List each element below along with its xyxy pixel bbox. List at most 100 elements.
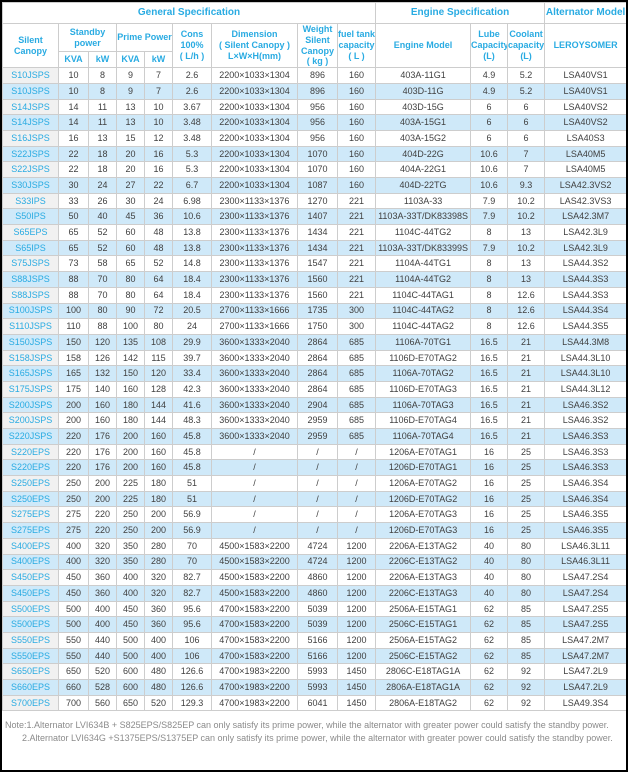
coolant-capacity-cell: 21 [507,428,546,445]
leroysomer-cell: LSA49.3S4 [544,694,626,712]
engine-model-cell: 1206D-E70TAG1 [375,459,472,477]
leroysomer-cell: LSA40M5 [544,145,626,163]
prime-kva-cell: 80 [116,271,145,288]
spec-row: S550EPS 550 440 500 400 106 4700×1583×2200 5166… [2,647,626,665]
model-cell: S30JSPS [2,177,59,194]
engine-model-cell: 2206C-E13TAG2 [375,553,472,571]
lube-capacity-cell: 6 [470,129,509,147]
model-cell: S75JSPS [2,255,59,273]
dimension-cell: 2700×1133×1666 [211,302,298,320]
prime-kw-cell: 16 [144,161,173,178]
fuel-tank-cell: 160 [336,67,377,84]
fuel-tank-cell: 160 [336,114,377,131]
spec-row: S88JSPS 88 70 80 64 18.4 2300×1133×1376 1560 221… [2,271,626,288]
coolant-capacity-cell: 13 [507,224,546,241]
prime-kva-cell: 13 [116,114,145,131]
dimension-cell: 4700×1583×2200 [211,616,298,633]
cons-cell: 45.8 [172,443,212,461]
coolant-capacity-cell: 21 [507,333,546,351]
standby-kva-cell: 500 [58,616,89,633]
col-cons: Cons 100% ( L/h ) [172,22,212,69]
prime-kw-cell: 10 [144,98,173,116]
weight-cell: 5039 [297,616,338,633]
engine-model-cell: 2806A-E18TAG2 [375,694,472,712]
standby-kva-cell: 250 [58,490,89,508]
model-cell: S50IPS [2,208,59,226]
spec-row: S10JSPS 10 8 9 7 2.6 2200×1033×1304 896 160 403D-… [2,82,626,100]
cons-cell: 6.98 [172,192,212,210]
standby-kva-cell: 158 [58,349,89,367]
standby-kva-cell: 500 [58,600,89,618]
dimension-cell: 4500×1583×2200 [211,537,298,555]
fuel-tank-cell: / [336,475,377,492]
coolant-capacity-cell: 80 [507,553,546,571]
weight-cell: 1087 [297,177,338,194]
model-cell: S700EPS [2,694,59,712]
cons-cell: 82.7 [172,584,212,602]
standby-kw-cell: 80 [88,302,117,320]
lube-capacity-cell: 8 [470,255,509,273]
cons-cell: 70 [172,537,212,555]
prime-kw-cell: 280 [144,537,173,555]
standby-kw-cell: 360 [88,584,117,602]
weight-cell: 1735 [297,302,338,320]
spec-row: S65EPS 65 52 60 48 13.8 2300×1133×1376 1434 221 1… [2,224,626,241]
lube-capacity-cell: 16 [470,506,509,524]
prime-kva-cell: 250 [116,522,145,539]
leroysomer-cell: LSA46.3S5 [544,506,626,524]
coolant-capacity-cell: 7 [507,161,546,178]
spec-row: S88JSPS 88 70 80 64 18.4 2300×1133×1376 1560 221… [2,286,626,304]
coolant-capacity-cell: 5.2 [507,82,546,100]
standby-kva-cell: 22 [58,145,89,163]
spec-row: S250EPS 250 200 225 180 51///1206D-E70TAG2 16 2… [2,490,626,508]
prime-kw-cell: 108 [144,333,173,351]
engine-model-cell: 1206D-E70TAG3 [375,522,472,539]
coolant-capacity-cell: 21 [507,365,546,382]
coolant-capacity-cell: 85 [507,616,546,633]
prime-kva-cell: 150 [116,365,145,382]
coolant-capacity-cell: 25 [507,475,546,492]
model-cell: S110JSPS [2,318,59,335]
dimension-cell: 2200×1033×1304 [211,82,298,100]
cons-cell: 106 [172,647,212,665]
weight-cell: 1270 [297,192,338,210]
col-prime-kva: KVA [116,51,145,69]
cons-cell: 18.4 [172,271,212,288]
cons-cell: 24 [172,318,212,335]
lube-capacity-cell: 62 [470,694,509,712]
footnotes: Note:1.Alternator LVI634B + S825EPS/S825… [2,711,626,745]
dimension-cell: 2300×1133×1376 [211,192,298,210]
dimension-cell: 4500×1583×2200 [211,584,298,602]
lube-capacity-cell: 62 [470,679,509,696]
prime-kw-cell: 36 [144,208,173,226]
prime-kva-cell: 180 [116,412,145,429]
lube-capacity-cell: 16 [470,475,509,492]
standby-kw-cell: 18 [88,161,117,178]
fuel-tank-cell: 221 [336,192,377,210]
cons-cell: 33.4 [172,365,212,382]
lube-capacity-cell: 10.6 [470,161,509,178]
standby-kva-cell: 33 [58,192,89,210]
standby-kva-cell: 73 [58,255,89,273]
prime-kw-cell: 160 [144,428,173,445]
fuel-tank-cell: 160 [336,161,377,178]
prime-kva-cell: 500 [116,647,145,665]
engine-model-cell: 403A-15G1 [375,114,472,131]
prime-kw-cell: 400 [144,631,173,649]
model-cell: S250EPS [2,490,59,508]
standby-kw-cell: 176 [88,459,117,477]
fuel-tank-cell: 300 [336,302,377,320]
leroysomer-cell: LSA42.3L9 [544,224,626,241]
standby-kw-cell: 11 [88,114,117,131]
standby-kva-cell: 250 [58,475,89,492]
standby-kw-cell: 200 [88,490,117,508]
coolant-capacity-cell: 21 [507,380,546,398]
lube-capacity-cell: 4.9 [470,67,509,84]
leroysomer-cell: LSA47.2S4 [544,569,626,586]
prime-kw-cell: 180 [144,490,173,508]
model-cell: S165JSPS [2,365,59,382]
lube-capacity-cell: 62 [470,663,509,680]
standby-kw-cell: 58 [88,255,117,273]
fuel-tank-cell: / [336,490,377,508]
coolant-capacity-cell: 21 [507,396,546,414]
